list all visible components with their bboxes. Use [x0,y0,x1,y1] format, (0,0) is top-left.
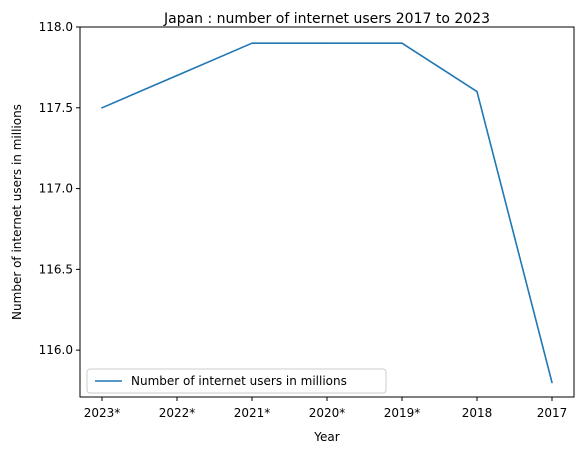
data-point [551,381,553,384]
data-point [326,42,328,44]
x-tick-label: 2019* [384,406,421,420]
data-point [101,106,103,109]
x-tick-label: 2018 [462,406,493,420]
legend-label: Number of internet users in millions [131,374,347,388]
y-tick-label: 116.0 [39,343,73,357]
data-point [401,42,403,44]
x-tick-label: 2017 [537,406,568,420]
y-axis: 116.0 116.5 117.0 117.5 118.0 [39,20,80,357]
x-tick-label: 2020* [309,406,346,420]
y-tick-label: 117.0 [39,182,73,196]
data-point [251,42,253,44]
data-point [476,90,478,93]
y-tick-label: 116.5 [39,262,73,276]
x-tick-label: 2023* [84,406,121,420]
legend-box [86,368,387,394]
y-axis-title: Number of internet users in millions [10,104,24,320]
y-tick-label: 118.0 [39,20,73,34]
x-tick-label: 2021* [234,406,271,420]
data-point [176,74,178,77]
plot-area [79,26,575,398]
x-tick-label: 2022* [159,406,196,420]
legend: Number of internet users in millions [86,368,387,394]
y-tick-label: 117.5 [39,101,73,115]
x-axis-title: Year [313,430,339,444]
x-axis: 2023* 2022* 2021* 2020* 2019* 2018 2017 [84,397,568,420]
chart-title: Japan : number of internet users 2017 to… [163,11,490,27]
series-group [101,42,553,384]
